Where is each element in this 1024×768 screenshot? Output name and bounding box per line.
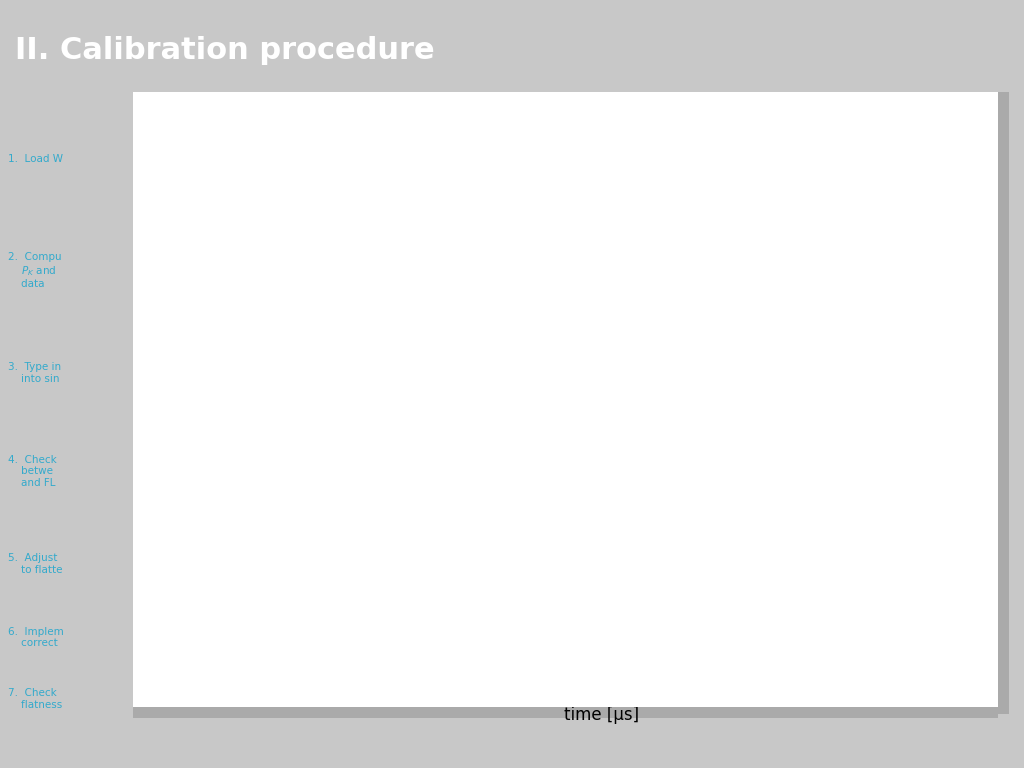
Text: II. Calibration procedure: II. Calibration procedure — [15, 36, 435, 65]
Text: 4.  Check
    betwe
    and FL: 4. Check betwe and FL — [8, 455, 57, 488]
Text: 1.  Load W: 1. Load W — [8, 154, 63, 164]
Text: 6.  Implem
    correct: 6. Implem correct — [8, 627, 63, 648]
Text: 5.  Adjust
    to flatte: 5. Adjust to flatte — [8, 553, 62, 574]
X-axis label: time [μs]: time [μs] — [564, 706, 639, 724]
Text: 3.  Type in
    into sin: 3. Type in into sin — [8, 362, 61, 384]
Text: 7.  Check
    flatness: 7. Check flatness — [8, 688, 62, 710]
Text: 2.  Compu
    $P_K$ and
    data: 2. Compu $P_K$ and data — [8, 252, 61, 290]
Y-axis label: gradient [MV/m]: gradient [MV/m] — [178, 326, 196, 462]
